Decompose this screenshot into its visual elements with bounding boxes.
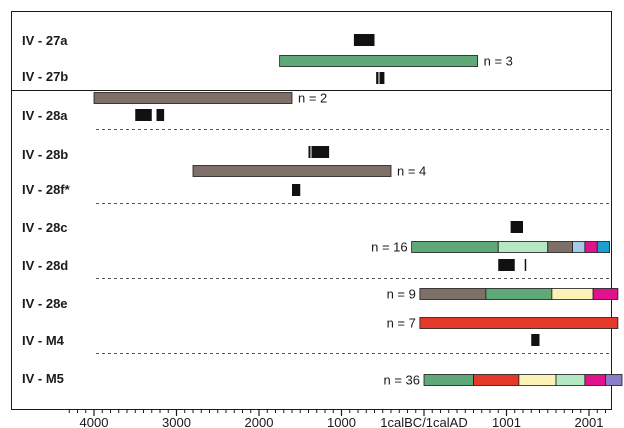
date-block [510,221,523,233]
tick-label: 1calBC/1calAD [380,415,467,428]
tick-label: 1001 [492,415,521,428]
range-segment [93,92,293,104]
range-segment [485,288,553,300]
range-segment [279,55,479,67]
range-segment [518,374,557,386]
range-segment [192,165,392,177]
date-block [292,184,301,196]
range-bars: n = 3 n = 2 n = 4 n = 16 n = 9 n = 7 n = 36 [93,54,623,388]
tick-label: 2000 [245,415,274,428]
date-markers [135,34,540,346]
range-segment [584,374,606,386]
row-label: IV - 27a [22,33,68,48]
range-segment [423,374,474,386]
range-segment [419,288,487,300]
range-segment [547,241,573,253]
range-segment [473,374,520,386]
row-label: IV - 27b [22,69,68,84]
range-segment [596,241,611,253]
range-segment [419,317,619,329]
date-block [531,334,540,346]
n-label: n = 9 [387,287,416,302]
n-label: n = 4 [397,164,426,179]
row-label: IV - M5 [22,371,64,386]
row-label: IV - 28c [22,220,68,235]
range-segment [584,241,598,253]
tick-label: 3000 [162,415,191,428]
row-label: IV - 28d [22,258,68,273]
range-segment [605,374,623,386]
n-label: n = 7 [387,316,416,331]
date-block [353,34,375,46]
n-label: n = 3 [484,54,513,69]
range-segment [411,241,499,253]
row-labels: IV - 27a IV - 27b IV - 28a IV - 28b IV - 28f… [22,33,71,386]
date-block [308,146,330,158]
row-label: IV - 28e [22,296,68,311]
date-block [376,72,385,84]
tick-label: 4000 [80,415,109,428]
n-label: n = 16 [371,240,408,255]
date-block [135,109,152,121]
range-segment [497,241,549,253]
dashed-separators [96,129,611,354]
x-axis: 4000 3000 2000 1000 1calBC/1calAD 1001 2001 [68,409,606,428]
row-label: IV - 28b [22,147,68,162]
plot-frame [11,11,612,410]
n-label: n = 36 [383,373,420,388]
range-segment [592,288,619,300]
range-segment [572,241,586,253]
date-block [155,109,165,121]
date-block [498,259,515,271]
range-segment [551,288,594,300]
tick-label: 2001 [575,415,604,428]
tick-label: 1000 [327,415,356,428]
row-label: IV - 28a [22,108,68,123]
row-label: IV - M4 [22,333,65,348]
range-segment [555,374,586,386]
n-label: n = 2 [298,91,327,106]
row-label: IV - 28f* [22,182,71,197]
